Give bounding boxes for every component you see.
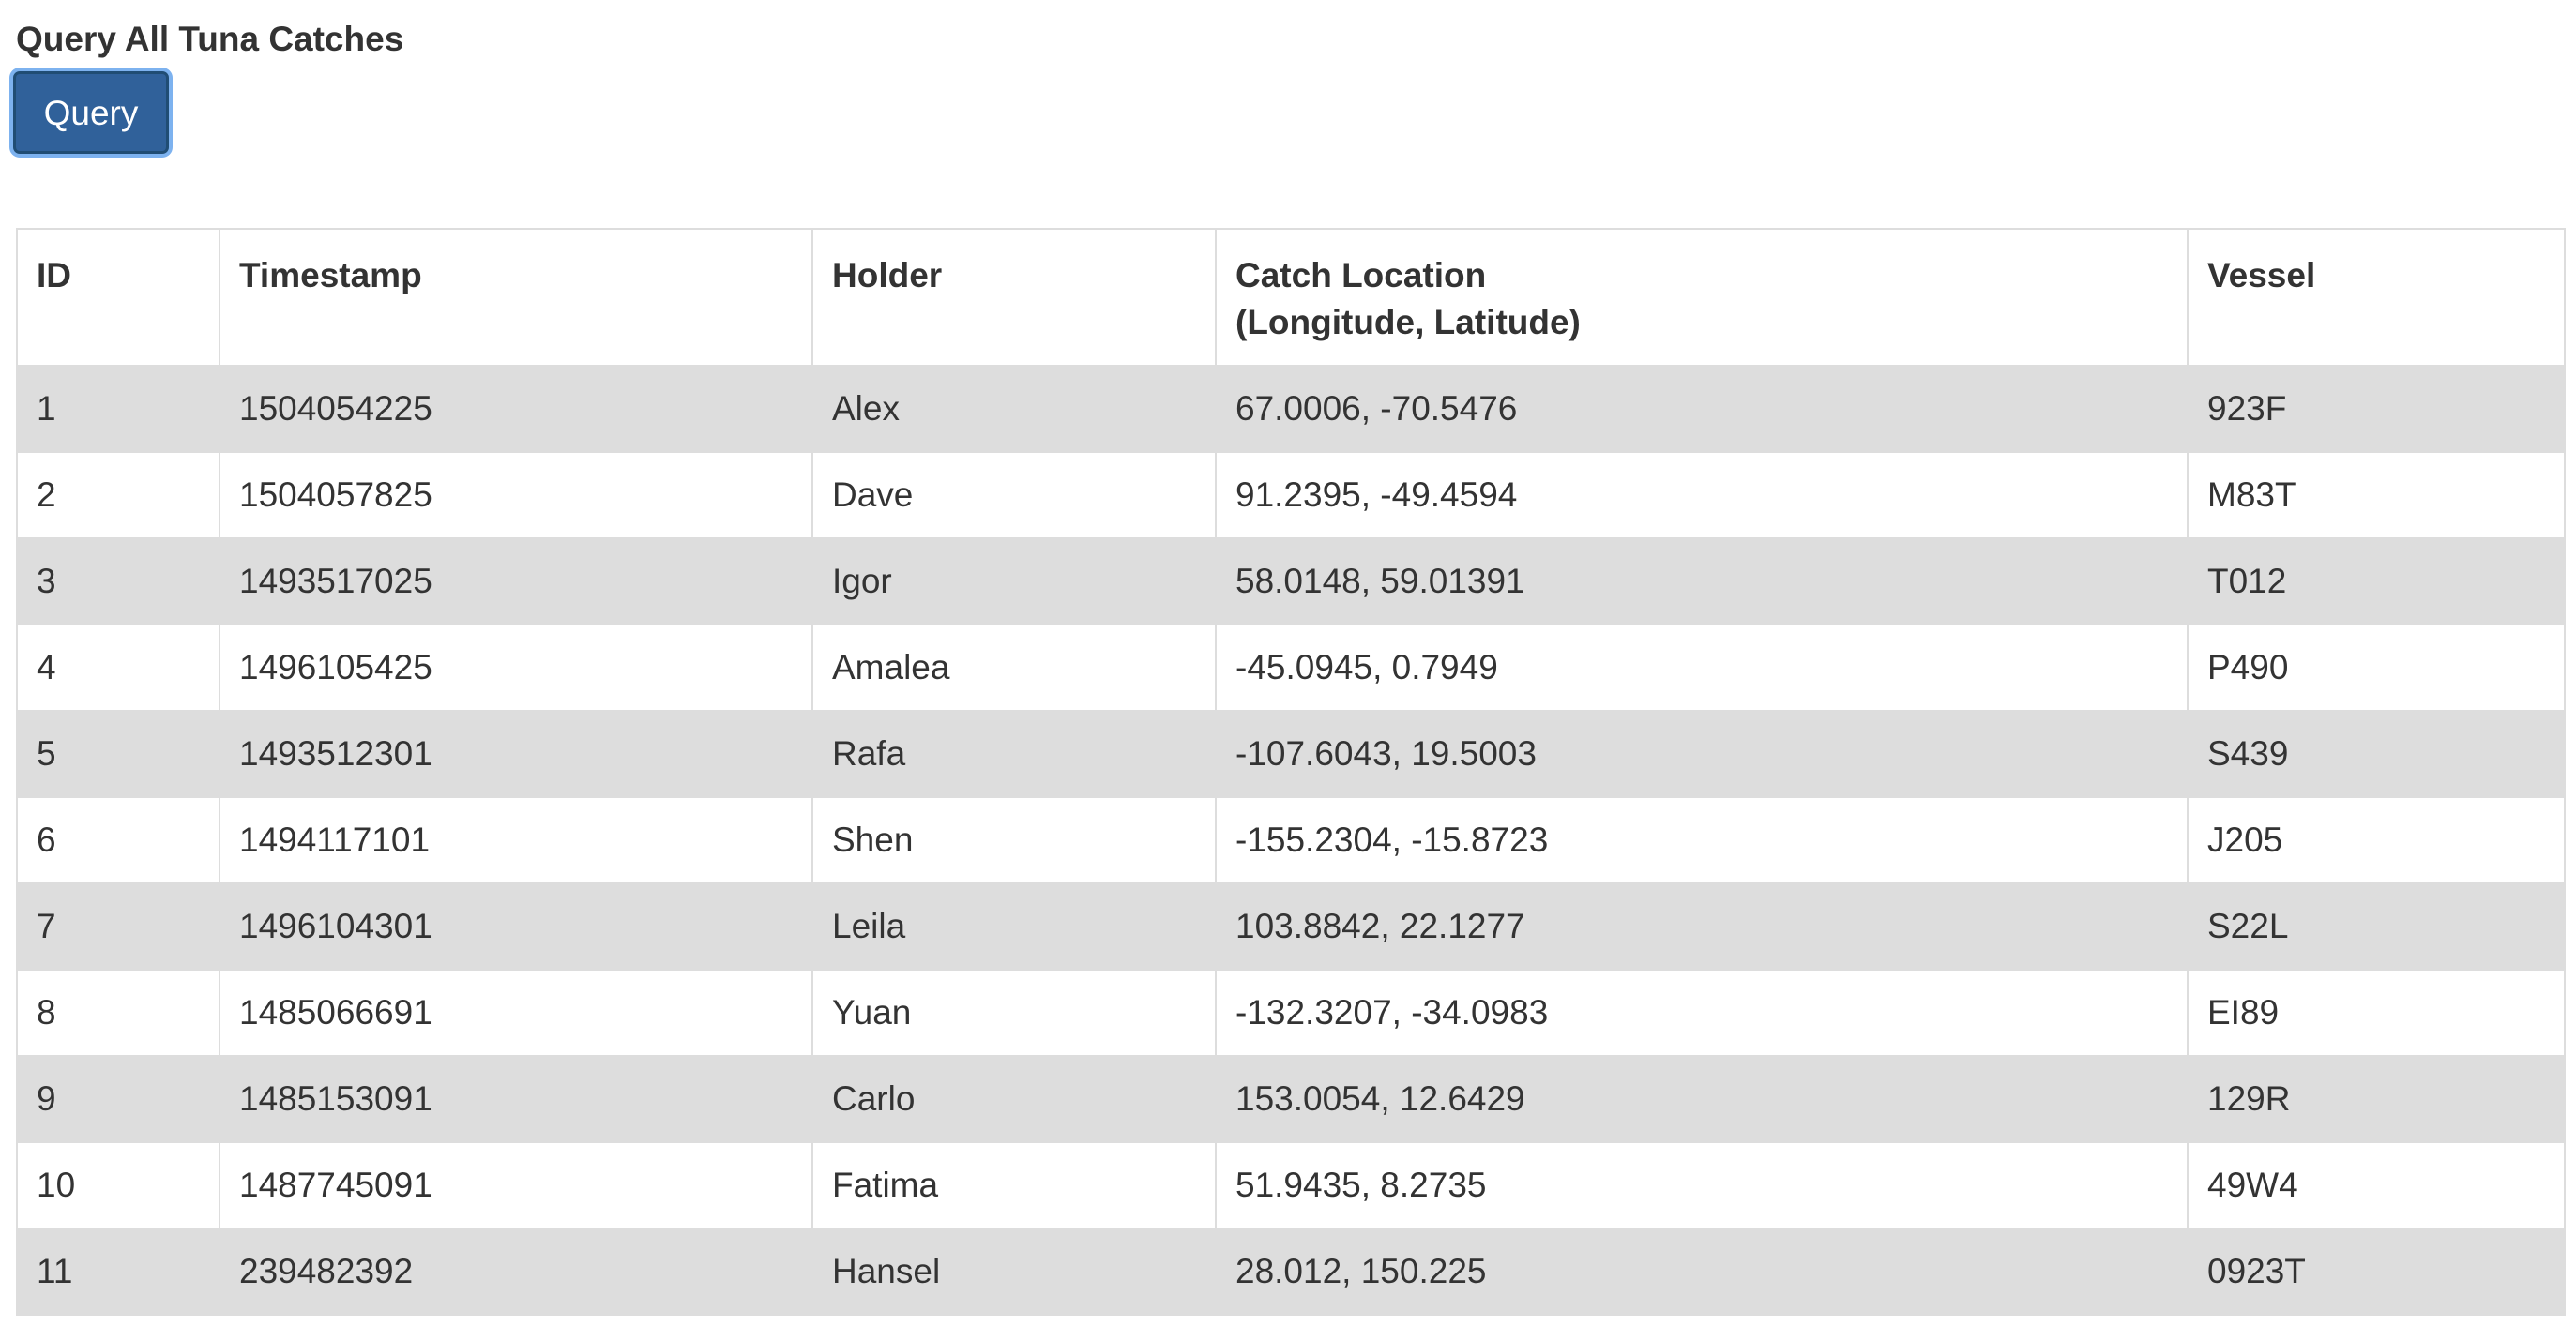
- cell-catch-location: 91.2395, -49.4594: [1215, 451, 2189, 539]
- cell-vessel: S439: [2187, 710, 2566, 798]
- cell-vessel: P490: [2187, 624, 2566, 712]
- cell-vessel: M83T: [2187, 451, 2566, 539]
- header-id: ID: [16, 228, 220, 367]
- cell-catch-location: 67.0006, -70.5476: [1215, 365, 2189, 453]
- cell-holder: Shen: [811, 796, 1217, 884]
- cell-id: 8: [16, 969, 220, 1057]
- cell-timestamp: 1493517025: [219, 537, 813, 625]
- cell-catch-location: -132.3207, -34.0983: [1215, 969, 2189, 1057]
- cell-catch-location: 153.0054, 12.6429: [1215, 1055, 2189, 1143]
- cell-vessel: S22L: [2187, 882, 2566, 971]
- cell-id: 11: [16, 1228, 220, 1316]
- cell-id: 9: [16, 1055, 220, 1143]
- cell-id: 1: [16, 365, 220, 453]
- query-button[interactable]: Query: [13, 71, 169, 154]
- header-row: ID Timestamp Holder Catch Location (Long…: [16, 228, 2566, 367]
- table-row: 1 1504054225 Alex 67.0006, -70.5476 923F: [16, 365, 2566, 453]
- cell-timestamp: 1485066691: [219, 969, 813, 1057]
- cell-catch-location: 28.012, 150.225: [1215, 1228, 2189, 1316]
- cell-catch-location: 51.9435, 8.2735: [1215, 1141, 2189, 1229]
- table-row: 10 1487745091 Fatima 51.9435, 8.2735 49W4: [16, 1141, 2566, 1229]
- cell-catch-location: 58.0148, 59.01391: [1215, 537, 2189, 625]
- cell-timestamp: 1504054225: [219, 365, 813, 453]
- catch-table-container: ID Timestamp Holder Catch Location (Long…: [16, 228, 2566, 1316]
- header-catch-location: Catch Location (Longitude, Latitude): [1215, 228, 2189, 367]
- cell-id: 10: [16, 1141, 220, 1229]
- table-row: 8 1485066691 Yuan -132.3207, -34.0983 EI89: [16, 969, 2566, 1057]
- cell-timestamp: 1494117101: [219, 796, 813, 884]
- cell-vessel: T012: [2187, 537, 2566, 625]
- table-row: 6 1494117101 Shen -155.2304, -15.8723 J205: [16, 796, 2566, 884]
- cell-holder: Leila: [811, 882, 1217, 971]
- table-row: 5 1493512301 Rafa -107.6043, 19.5003 S439: [16, 710, 2566, 798]
- header-catch-location-subtitle: (Longitude, Latitude): [1235, 303, 1581, 341]
- header-timestamp: Timestamp: [219, 228, 813, 367]
- header-catch-location-title: Catch Location: [1235, 256, 1487, 294]
- cell-vessel: J205: [2187, 796, 2566, 884]
- cell-holder: Alex: [811, 365, 1217, 453]
- cell-id: 2: [16, 451, 220, 539]
- table-row: 7 1496104301 Leila 103.8842, 22.1277 S22L: [16, 882, 2566, 971]
- catch-table: ID Timestamp Holder Catch Location (Long…: [16, 228, 2566, 1316]
- cell-catch-location: -107.6043, 19.5003: [1215, 710, 2189, 798]
- table-row: 2 1504057825 Dave 91.2395, -49.4594 M83T: [16, 451, 2566, 539]
- header-holder: Holder: [811, 228, 1217, 367]
- cell-timestamp: 1493512301: [219, 710, 813, 798]
- cell-id: 7: [16, 882, 220, 971]
- table-row: 4 1496105425 Amalea -45.0945, 0.7949 P490: [16, 624, 2566, 712]
- page-title: Query All Tuna Catches: [16, 20, 404, 58]
- cell-vessel: 0923T: [2187, 1228, 2566, 1316]
- cell-holder: Fatima: [811, 1141, 1217, 1229]
- cell-id: 3: [16, 537, 220, 625]
- cell-catch-location: 103.8842, 22.1277: [1215, 882, 2189, 971]
- cell-id: 5: [16, 710, 220, 798]
- cell-timestamp: 239482392: [219, 1228, 813, 1316]
- table-row: 11 239482392 Hansel 28.012, 150.225 0923T: [16, 1228, 2566, 1316]
- cell-holder: Carlo: [811, 1055, 1217, 1143]
- cell-vessel: 49W4: [2187, 1141, 2566, 1229]
- cell-catch-location: -45.0945, 0.7949: [1215, 624, 2189, 712]
- table-row: 3 1493517025 Igor 58.0148, 59.01391 T012: [16, 537, 2566, 625]
- cell-timestamp: 1487745091: [219, 1141, 813, 1229]
- cell-holder: Yuan: [811, 969, 1217, 1057]
- header-vessel: Vessel: [2187, 228, 2566, 367]
- cell-timestamp: 1496105425: [219, 624, 813, 712]
- table-header: ID Timestamp Holder Catch Location (Long…: [16, 228, 2566, 367]
- table-body: 1 1504054225 Alex 67.0006, -70.5476 923F 2 150…: [16, 365, 2566, 1316]
- cell-vessel: EI89: [2187, 969, 2566, 1057]
- cell-catch-location: -155.2304, -15.8723: [1215, 796, 2189, 884]
- cell-id: 6: [16, 796, 220, 884]
- table-row: 9 1485153091 Carlo 153.0054, 12.6429 129R: [16, 1055, 2566, 1143]
- cell-holder: Igor: [811, 537, 1217, 625]
- cell-vessel: 923F: [2187, 365, 2566, 453]
- cell-timestamp: 1496104301: [219, 882, 813, 971]
- cell-id: 4: [16, 624, 220, 712]
- cell-timestamp: 1504057825: [219, 451, 813, 539]
- cell-holder: Hansel: [811, 1228, 1217, 1316]
- cell-holder: Dave: [811, 451, 1217, 539]
- cell-vessel: 129R: [2187, 1055, 2566, 1143]
- cell-timestamp: 1485153091: [219, 1055, 813, 1143]
- cell-holder: Amalea: [811, 624, 1217, 712]
- cell-holder: Rafa: [811, 710, 1217, 798]
